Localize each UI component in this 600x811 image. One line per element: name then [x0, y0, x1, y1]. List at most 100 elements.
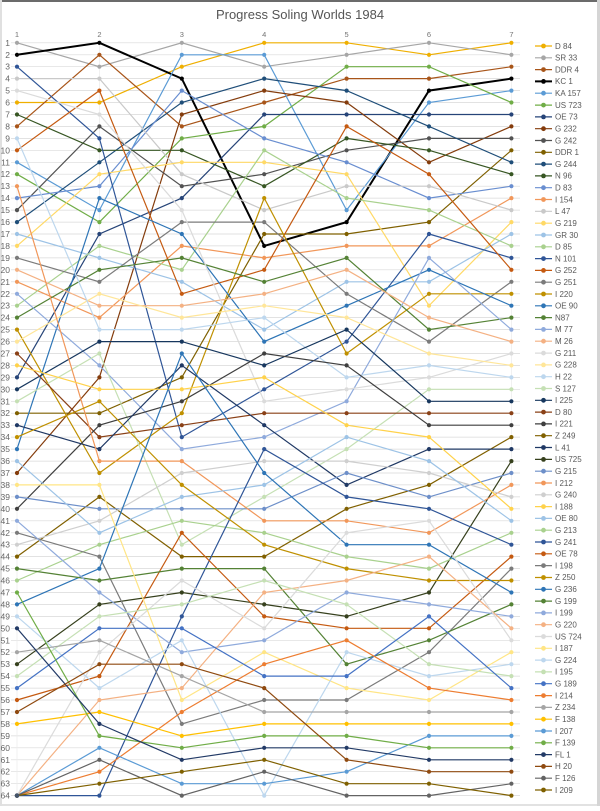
- svg-text:KA 157: KA 157: [555, 89, 581, 98]
- svg-text:58: 58: [1, 719, 11, 729]
- svg-text:18: 18: [1, 241, 11, 251]
- svg-text:2: 2: [5, 50, 10, 60]
- svg-text:57: 57: [1, 707, 11, 717]
- svg-text:DDR 4: DDR 4: [555, 65, 580, 74]
- svg-text:G 242: G 242: [555, 136, 577, 145]
- svg-text:5: 5: [5, 86, 10, 96]
- svg-text:6: 6: [5, 98, 10, 108]
- svg-text:44: 44: [1, 552, 11, 562]
- svg-text:24: 24: [1, 313, 11, 323]
- svg-text:3: 3: [5, 62, 10, 72]
- svg-text:F 126: F 126: [555, 774, 576, 783]
- svg-text:60: 60: [1, 743, 11, 753]
- svg-text:GR 30: GR 30: [555, 231, 579, 240]
- svg-text:32: 32: [1, 408, 11, 418]
- svg-text:49: 49: [1, 611, 11, 621]
- svg-text:KC 1: KC 1: [555, 77, 573, 86]
- svg-text:I 195: I 195: [555, 668, 573, 677]
- svg-text:22: 22: [1, 289, 11, 299]
- svg-text:41: 41: [1, 516, 11, 526]
- svg-text:G 228: G 228: [555, 361, 577, 370]
- svg-text:28: 28: [1, 360, 11, 370]
- svg-text:I 209: I 209: [555, 786, 573, 795]
- svg-text:I 199: I 199: [555, 609, 573, 618]
- svg-text:Z 234: Z 234: [555, 703, 576, 712]
- svg-text:30: 30: [1, 384, 11, 394]
- svg-text:2: 2: [97, 30, 101, 39]
- svg-text:I 188: I 188: [555, 502, 573, 511]
- svg-text:38: 38: [1, 480, 11, 490]
- svg-text:I 214: I 214: [555, 691, 573, 700]
- svg-text:Z 249: Z 249: [555, 432, 576, 441]
- svg-text:OE 90: OE 90: [555, 302, 578, 311]
- svg-text:1: 1: [15, 30, 19, 39]
- svg-text:G 220: G 220: [555, 621, 577, 630]
- svg-text:9: 9: [5, 133, 10, 143]
- svg-text:19: 19: [1, 253, 11, 263]
- svg-text:L 47: L 47: [555, 207, 571, 216]
- svg-text:7: 7: [509, 30, 513, 39]
- svg-text:23: 23: [1, 301, 11, 311]
- svg-text:I 154: I 154: [555, 195, 573, 204]
- svg-text:5: 5: [345, 30, 349, 39]
- svg-text:10: 10: [1, 145, 11, 155]
- svg-text:G 240: G 240: [555, 491, 577, 500]
- svg-text:I 212: I 212: [555, 479, 573, 488]
- svg-text:34: 34: [1, 432, 11, 442]
- svg-text:53: 53: [1, 659, 11, 669]
- svg-text:I 221: I 221: [555, 420, 573, 429]
- svg-text:SR 33: SR 33: [555, 54, 578, 63]
- svg-text:8: 8: [5, 121, 10, 131]
- svg-text:G 219: G 219: [555, 219, 577, 228]
- svg-text:50: 50: [1, 623, 11, 633]
- svg-text:N87: N87: [555, 313, 570, 322]
- svg-text:4: 4: [262, 30, 266, 39]
- svg-text:L 41: L 41: [555, 443, 571, 452]
- svg-text:G 199: G 199: [555, 597, 577, 606]
- svg-text:US 725: US 725: [555, 455, 582, 464]
- svg-text:F 139: F 139: [555, 739, 576, 748]
- svg-text:16: 16: [1, 217, 11, 227]
- svg-text:I 207: I 207: [555, 727, 573, 736]
- svg-text:7: 7: [5, 110, 10, 120]
- svg-text:54: 54: [1, 671, 11, 681]
- svg-text:I 187: I 187: [555, 644, 573, 653]
- svg-text:62: 62: [1, 767, 11, 777]
- svg-text:US 724: US 724: [555, 632, 582, 641]
- svg-text:I 220: I 220: [555, 290, 573, 299]
- svg-text:I 225: I 225: [555, 396, 573, 405]
- svg-text:G 224: G 224: [555, 656, 577, 665]
- svg-text:42: 42: [1, 528, 11, 538]
- svg-text:G 251: G 251: [555, 278, 577, 287]
- svg-text:40: 40: [1, 504, 11, 514]
- svg-text:H 20: H 20: [555, 762, 572, 771]
- svg-text:D 83: D 83: [555, 184, 572, 193]
- svg-text:61: 61: [1, 755, 11, 765]
- svg-text:DDR 1: DDR 1: [555, 148, 580, 157]
- svg-text:45: 45: [1, 564, 11, 574]
- svg-text:39: 39: [1, 492, 11, 502]
- svg-text:D 84: D 84: [555, 42, 572, 51]
- svg-text:OE 78: OE 78: [555, 550, 578, 559]
- svg-text:31: 31: [1, 396, 11, 406]
- svg-text:3: 3: [180, 30, 184, 39]
- svg-text:52: 52: [1, 647, 11, 657]
- svg-text:35: 35: [1, 444, 11, 454]
- svg-text:51: 51: [1, 635, 11, 645]
- svg-text:56: 56: [1, 695, 11, 705]
- svg-text:US 723: US 723: [555, 101, 582, 110]
- svg-text:17: 17: [1, 229, 11, 239]
- svg-text:15: 15: [1, 205, 11, 215]
- svg-text:64: 64: [1, 791, 11, 801]
- svg-text:G 244: G 244: [555, 160, 577, 169]
- svg-text:G 189: G 189: [555, 680, 577, 689]
- svg-text:Z 250: Z 250: [555, 573, 576, 582]
- svg-text:43: 43: [1, 540, 11, 550]
- svg-text:48: 48: [1, 599, 11, 609]
- svg-text:M 77: M 77: [555, 325, 573, 334]
- svg-text:21: 21: [1, 277, 11, 287]
- svg-text:G 215: G 215: [555, 467, 577, 476]
- svg-text:36: 36: [1, 456, 11, 466]
- svg-text:G 232: G 232: [555, 125, 577, 134]
- svg-text:20: 20: [1, 265, 11, 275]
